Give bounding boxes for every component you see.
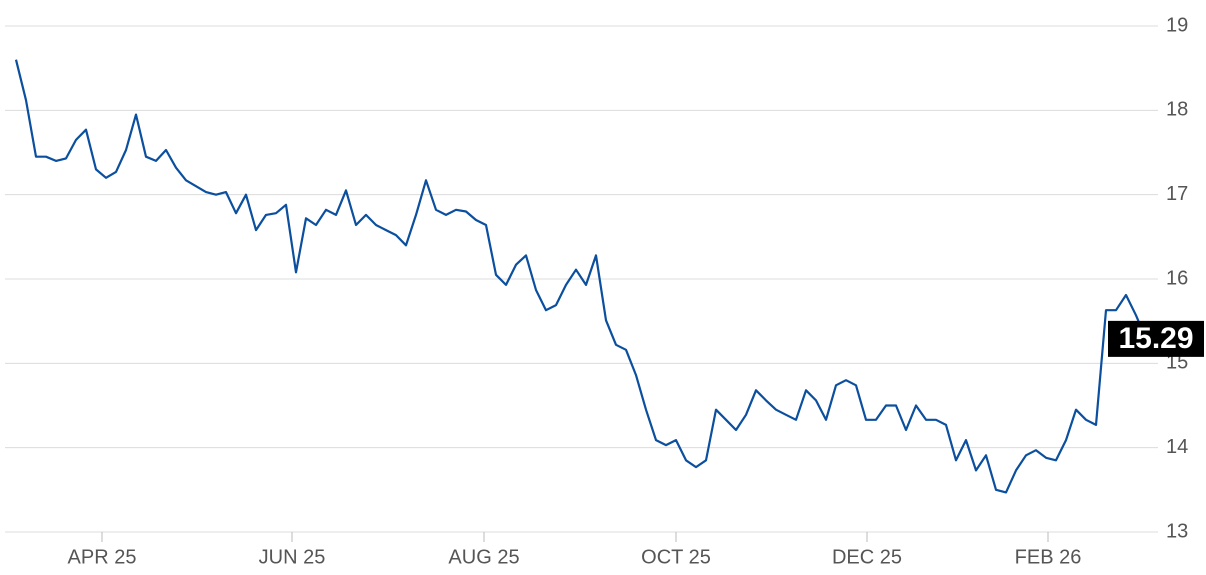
last-value-label: 15.29 — [1118, 322, 1193, 355]
y-tick-label: 14 — [1166, 436, 1188, 458]
x-tick-label: DEC 25 — [832, 546, 902, 568]
x-tick-label: AUG 25 — [448, 546, 519, 568]
y-tick-label: 13 — [1166, 520, 1188, 542]
y-tick-label: 17 — [1166, 183, 1188, 205]
x-tick-label: APR 25 — [68, 546, 137, 568]
x-tick-label: JUN 25 — [259, 546, 326, 568]
y-tick-label: 16 — [1166, 267, 1188, 289]
y-tick-label: 19 — [1166, 14, 1188, 36]
y-tick-label: 18 — [1166, 99, 1188, 121]
x-tick-label: FEB 26 — [1015, 546, 1082, 568]
x-tick-label: OCT 25 — [641, 546, 711, 568]
last-value-box — [1108, 320, 1204, 357]
price-line — [14, 59, 1148, 494]
y-tick-label: 15 — [1166, 352, 1188, 374]
